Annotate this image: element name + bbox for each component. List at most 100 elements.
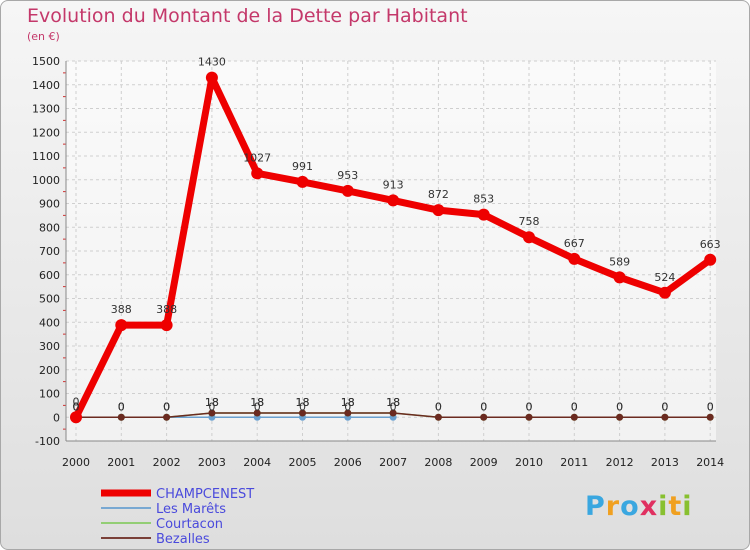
legend-label: Courtacon [156,517,223,532]
data-point [70,411,82,424]
data-label: 18 [250,396,264,409]
data-point [389,409,397,417]
y-tick-label: 200 [39,364,60,377]
data-point [296,175,309,188]
y-tick-label: 300 [39,340,60,353]
data-point [525,413,533,421]
data-point [117,413,125,421]
data-label: 0 [163,400,170,413]
y-tick-label: 800 [39,221,60,234]
x-tick-label: 2005 [289,456,317,469]
data-label: 0 [435,400,442,413]
x-tick-label: 2008 [424,456,452,469]
data-label: 388 [111,303,132,316]
y-tick-label: 1300 [32,103,60,116]
y-tick-label: 1000 [32,174,60,187]
data-label: 0 [571,400,578,413]
data-point [432,204,445,217]
y-tick-label: 500 [39,293,60,306]
data-label: 1027 [243,151,271,164]
data-point [568,252,581,265]
data-label: 0 [707,400,714,413]
logo-letter: i [682,491,693,522]
data-point [163,413,171,421]
legend-label: CHAMPCENEST [156,487,254,502]
logo-letter: r [605,491,621,522]
legend-label: Bezalles [156,532,210,547]
data-label: 0 [616,400,623,413]
x-tick-label: 2010 [515,456,543,469]
data-label: 18 [205,396,219,409]
logo-letter: t [668,491,683,522]
x-tick-label: 2006 [334,456,362,469]
data-label: 0 [435,400,442,413]
data-point [344,409,352,417]
data-label: 0 [208,400,215,413]
data-point [661,413,669,421]
data-label: 0 [571,400,578,413]
data-label: 0 [118,400,125,413]
x-tick-label: 2000 [62,456,90,469]
legend-label: Les Marêts [156,502,226,517]
data-label: 18 [296,396,310,409]
data-label: 0 [661,400,668,413]
data-point [613,271,626,284]
data-label: 0 [73,400,80,413]
data-label: 18 [386,396,400,409]
logo-letter: P [585,491,606,522]
data-label: 0 [118,400,125,413]
x-tick-label: 2009 [470,456,498,469]
logo-letter: o [620,491,640,522]
data-label: 667 [564,237,585,250]
x-tick-label: 2004 [243,456,271,469]
x-tick-label: 2007 [379,456,407,469]
data-label: 0 [390,400,397,413]
y-tick-label: -100 [35,435,60,448]
data-label: 0 [163,400,170,413]
data-label: 18 [296,396,310,409]
data-label: 0 [254,400,261,413]
data-point [523,231,535,244]
data-point [477,208,490,221]
data-label: 0 [480,400,487,413]
data-point [387,194,400,207]
logo-letter: i [658,491,669,522]
data-label: 388 [156,303,177,316]
data-label: 913 [383,178,404,191]
y-tick-label: 900 [39,198,60,211]
data-point [341,184,354,197]
x-tick-label: 2003 [198,456,226,469]
data-label: 0 [344,400,351,413]
y-tick-label: 1500 [32,55,60,68]
data-label: 953 [337,169,358,182]
data-label: 18 [250,396,264,409]
data-point [205,71,218,84]
y-tick-label: 0 [53,411,60,424]
x-tick-label: 2013 [651,456,679,469]
data-label: 18 [341,396,355,409]
logo-letter: x [639,491,659,522]
x-tick-label: 2014 [696,456,724,469]
data-label: 18 [341,396,355,409]
data-label: 0 [163,400,170,413]
data-label: 0 [73,395,80,408]
data-label: 0 [661,400,668,413]
data-label: 0 [707,400,714,413]
chart-title: Evolution du Montant de la Dette par Hab… [27,5,468,27]
data-label: 589 [609,255,630,268]
x-tick-label: 2001 [107,456,135,469]
data-label: 0 [299,400,306,413]
y-tick-label: 1100 [32,150,60,163]
data-point [704,253,717,266]
data-point [434,413,442,421]
data-point [658,286,671,299]
data-label: 758 [519,215,540,228]
data-label: 0 [480,400,487,413]
data-label: 18 [205,396,219,409]
y-tick-label: 1200 [32,126,60,139]
data-label: 0 [118,400,125,413]
data-point [616,413,624,421]
data-label: 991 [292,160,313,173]
data-label: 0 [616,400,623,413]
